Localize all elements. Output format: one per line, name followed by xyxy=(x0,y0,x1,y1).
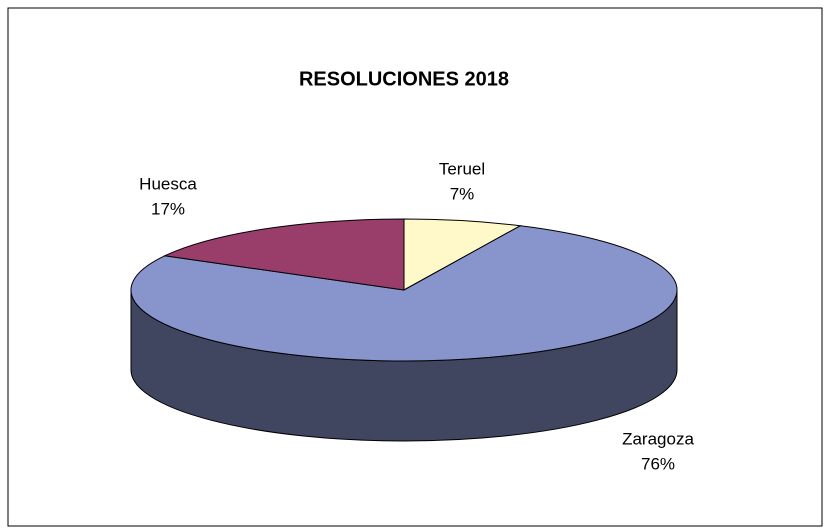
slice-label: Huesca xyxy=(139,174,197,193)
slice-value-label: 76% xyxy=(641,454,675,473)
slice-label: Teruel xyxy=(439,159,485,178)
slice-label: Zaragoza xyxy=(622,429,694,448)
slice-value-label: 7% xyxy=(450,184,475,203)
pie-slice xyxy=(130,225,678,362)
slice-value-label: 17% xyxy=(151,199,185,218)
chart-title: RESOLUCIONES 2018 xyxy=(299,68,509,90)
pie-slice xyxy=(163,218,405,291)
pie-slice xyxy=(403,218,522,291)
